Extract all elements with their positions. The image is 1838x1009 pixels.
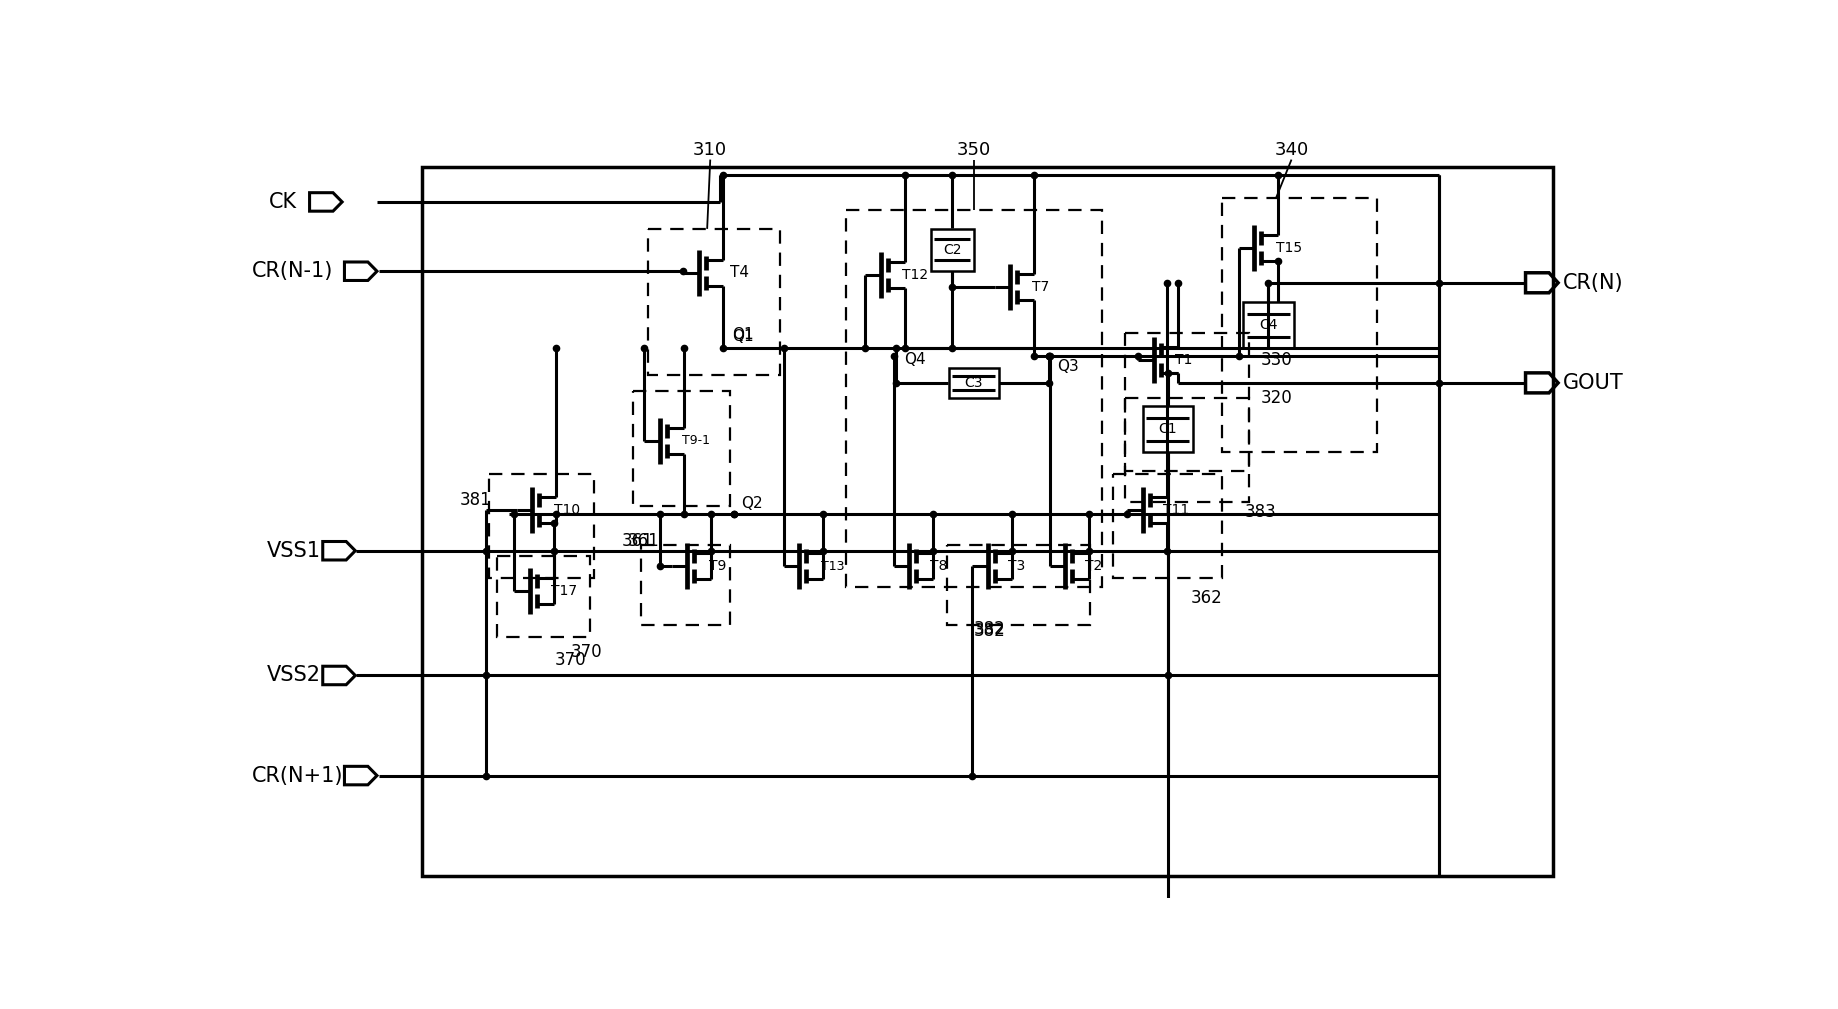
Bar	[1125, 333, 1248, 471]
Bar	[489, 474, 594, 578]
Text: T2: T2	[1086, 559, 1103, 573]
Bar	[1143, 406, 1193, 452]
Text: 330: 330	[1261, 351, 1292, 368]
Bar	[423, 167, 1553, 876]
Bar	[845, 210, 1101, 587]
Bar	[632, 390, 730, 507]
Text: 382: 382	[974, 621, 1005, 639]
Bar	[948, 368, 1000, 398]
Text: T3: T3	[1007, 559, 1026, 573]
Bar	[496, 556, 590, 637]
Text: CR(N+1): CR(N+1)	[252, 766, 344, 786]
Text: CR(N-1): CR(N-1)	[252, 261, 333, 282]
Text: T7: T7	[1031, 279, 1049, 294]
Text: T4: T4	[730, 265, 750, 281]
Text: T11: T11	[1163, 502, 1189, 517]
Text: 383: 383	[1244, 503, 1277, 522]
Text: Q2: Q2	[741, 495, 763, 511]
Text: C2: C2	[943, 243, 961, 256]
Text: Q3: Q3	[1057, 359, 1079, 374]
Text: C4: C4	[1259, 318, 1277, 332]
Bar	[932, 229, 974, 271]
Text: T1: T1	[1174, 353, 1193, 367]
Bar	[1114, 474, 1222, 578]
Text: 310: 310	[693, 141, 728, 159]
Text: T9-1: T9-1	[682, 434, 709, 447]
Text: 382: 382	[974, 622, 1005, 640]
Text: 350: 350	[956, 141, 991, 159]
Bar	[649, 229, 779, 375]
Text: GOUT: GOUT	[1562, 373, 1623, 393]
Text: VSS2: VSS2	[267, 666, 322, 685]
Text: 361: 361	[621, 532, 654, 550]
Bar	[640, 545, 730, 626]
Text: T13: T13	[822, 560, 845, 573]
Text: 320: 320	[1261, 389, 1292, 408]
Bar	[1244, 302, 1294, 348]
Text: T10: T10	[553, 502, 579, 517]
Text: VSS1: VSS1	[267, 541, 322, 561]
Text: Q1: Q1	[732, 329, 754, 344]
Text: Q4: Q4	[904, 351, 926, 366]
Text: 340: 340	[1274, 141, 1309, 159]
Text: T15: T15	[1276, 241, 1301, 255]
Text: C1: C1	[1158, 422, 1176, 436]
Text: Q1: Q1	[732, 327, 754, 342]
Text: 362: 362	[1191, 589, 1222, 607]
Text: T8: T8	[930, 559, 947, 573]
Text: 381: 381	[460, 491, 493, 509]
Text: CR(N): CR(N)	[1562, 272, 1623, 293]
Text: T17: T17	[551, 584, 577, 597]
Text: 370: 370	[555, 651, 586, 669]
Bar	[947, 545, 1090, 626]
Bar	[1222, 198, 1377, 452]
Text: T12: T12	[902, 268, 928, 283]
Bar	[1125, 399, 1248, 502]
Text: CK: CK	[268, 192, 296, 212]
Text: 361: 361	[629, 532, 660, 550]
Text: C3: C3	[965, 376, 983, 389]
Text: 370: 370	[570, 644, 603, 661]
Text: T9: T9	[709, 559, 726, 573]
